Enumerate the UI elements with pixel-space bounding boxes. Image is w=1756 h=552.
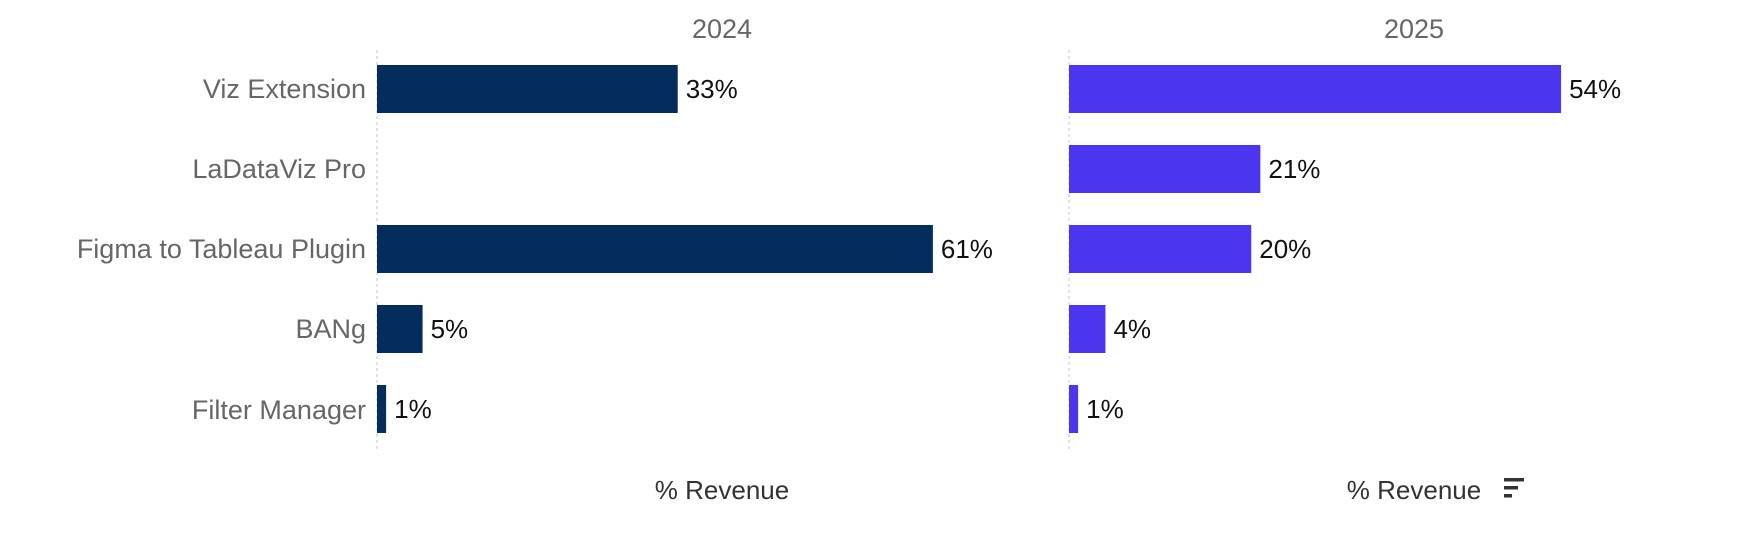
category-label: Filter Manager	[192, 395, 366, 425]
panel-2024: 2024 % Revenue	[376, 14, 789, 505]
bar[interactable]	[1069, 145, 1261, 193]
bar-value-label: 20%	[1259, 234, 1311, 264]
panel-title: 2024	[692, 14, 752, 44]
sort-icon-bar	[1504, 486, 1518, 490]
bars-2025: 54% 21% 20% 4% 1%	[1069, 65, 1621, 433]
bar[interactable]	[377, 65, 678, 113]
sort-icon-bar	[1504, 478, 1524, 482]
bar[interactable]	[377, 305, 423, 353]
x-axis-title: % Revenue	[1347, 475, 1481, 505]
bar-value-label: 1%	[394, 394, 432, 424]
bar-value-label: 1%	[1086, 394, 1124, 424]
bar[interactable]	[1069, 65, 1562, 113]
category-label: LaDataViz Pro	[192, 154, 366, 184]
bar[interactable]	[377, 385, 387, 433]
x-axis-title: % Revenue	[655, 475, 789, 505]
bar-value-label: 61%	[941, 234, 993, 264]
bar[interactable]	[1069, 385, 1079, 433]
panel-title: 2025	[1384, 14, 1444, 44]
bar-value-label: 21%	[1268, 154, 1320, 184]
bar[interactable]	[1069, 225, 1252, 273]
sort-icon[interactable]	[1504, 478, 1524, 498]
bar-value-label: 4%	[1113, 314, 1151, 344]
bar-value-label: 5%	[431, 314, 469, 344]
bar-value-label: 33%	[686, 74, 738, 104]
category-labels: Viz Extension LaDataViz Pro Figma to Tab…	[77, 74, 366, 425]
category-label: Figma to Tableau Plugin	[77, 234, 366, 264]
bar-value-label: 54%	[1569, 74, 1621, 104]
category-label: Viz Extension	[203, 74, 366, 104]
bar[interactable]	[1069, 305, 1106, 353]
bars-2024: 33% 61% 5% 1%	[377, 65, 993, 433]
bar[interactable]	[377, 225, 933, 273]
sort-icon-bar	[1504, 494, 1512, 498]
category-label: BANg	[295, 314, 366, 344]
